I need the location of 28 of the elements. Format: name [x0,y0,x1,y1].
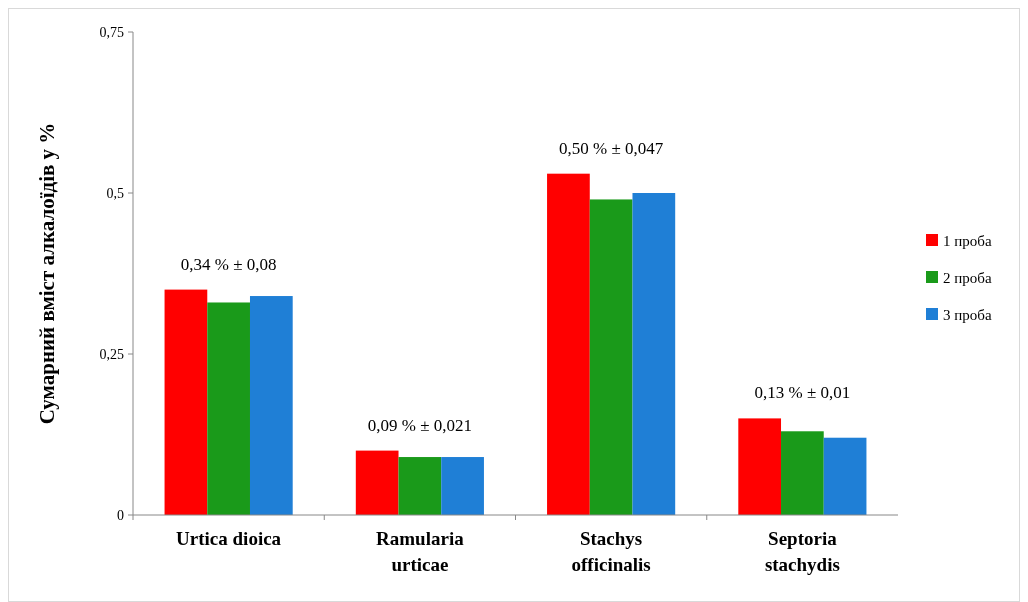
bar [249,296,293,515]
bar [207,302,250,515]
legend-label: 1 проба [943,233,992,250]
x-tick-label: Stachys officinalis [571,528,651,575]
bar [398,457,442,515]
annotation: 0,34 % ± 0,08 [180,254,277,274]
bar [823,437,867,515]
y-tick-label: 0,75 [99,24,124,40]
annotation: 0,09 % ± 0,021 [367,415,472,435]
y-tick-label: 0 [117,507,124,523]
annotation: 0,50 % ± 0,047 [559,138,664,158]
bar [164,289,208,515]
bar [355,450,399,515]
x-tick-label: Septoria stachydis [764,528,840,575]
x-tick-label: Ramularia urticae [376,528,465,575]
x-tick-label: Urtica dioica [176,528,282,549]
bar [738,418,782,515]
bar [632,193,676,515]
legend-label: 2 проба [943,270,992,287]
bar [547,173,590,515]
bar [781,431,824,515]
bar [441,457,484,515]
annotation: 0,13 % ± 0,01 [754,383,851,403]
bar [589,199,633,515]
y-tick-label: 0,5 [106,185,124,201]
y-axis-title: Сумарний вміст алкалоїдів у % [35,122,59,425]
legend-label: 3 проба [943,307,992,324]
y-tick-label: 0,25 [99,346,124,362]
